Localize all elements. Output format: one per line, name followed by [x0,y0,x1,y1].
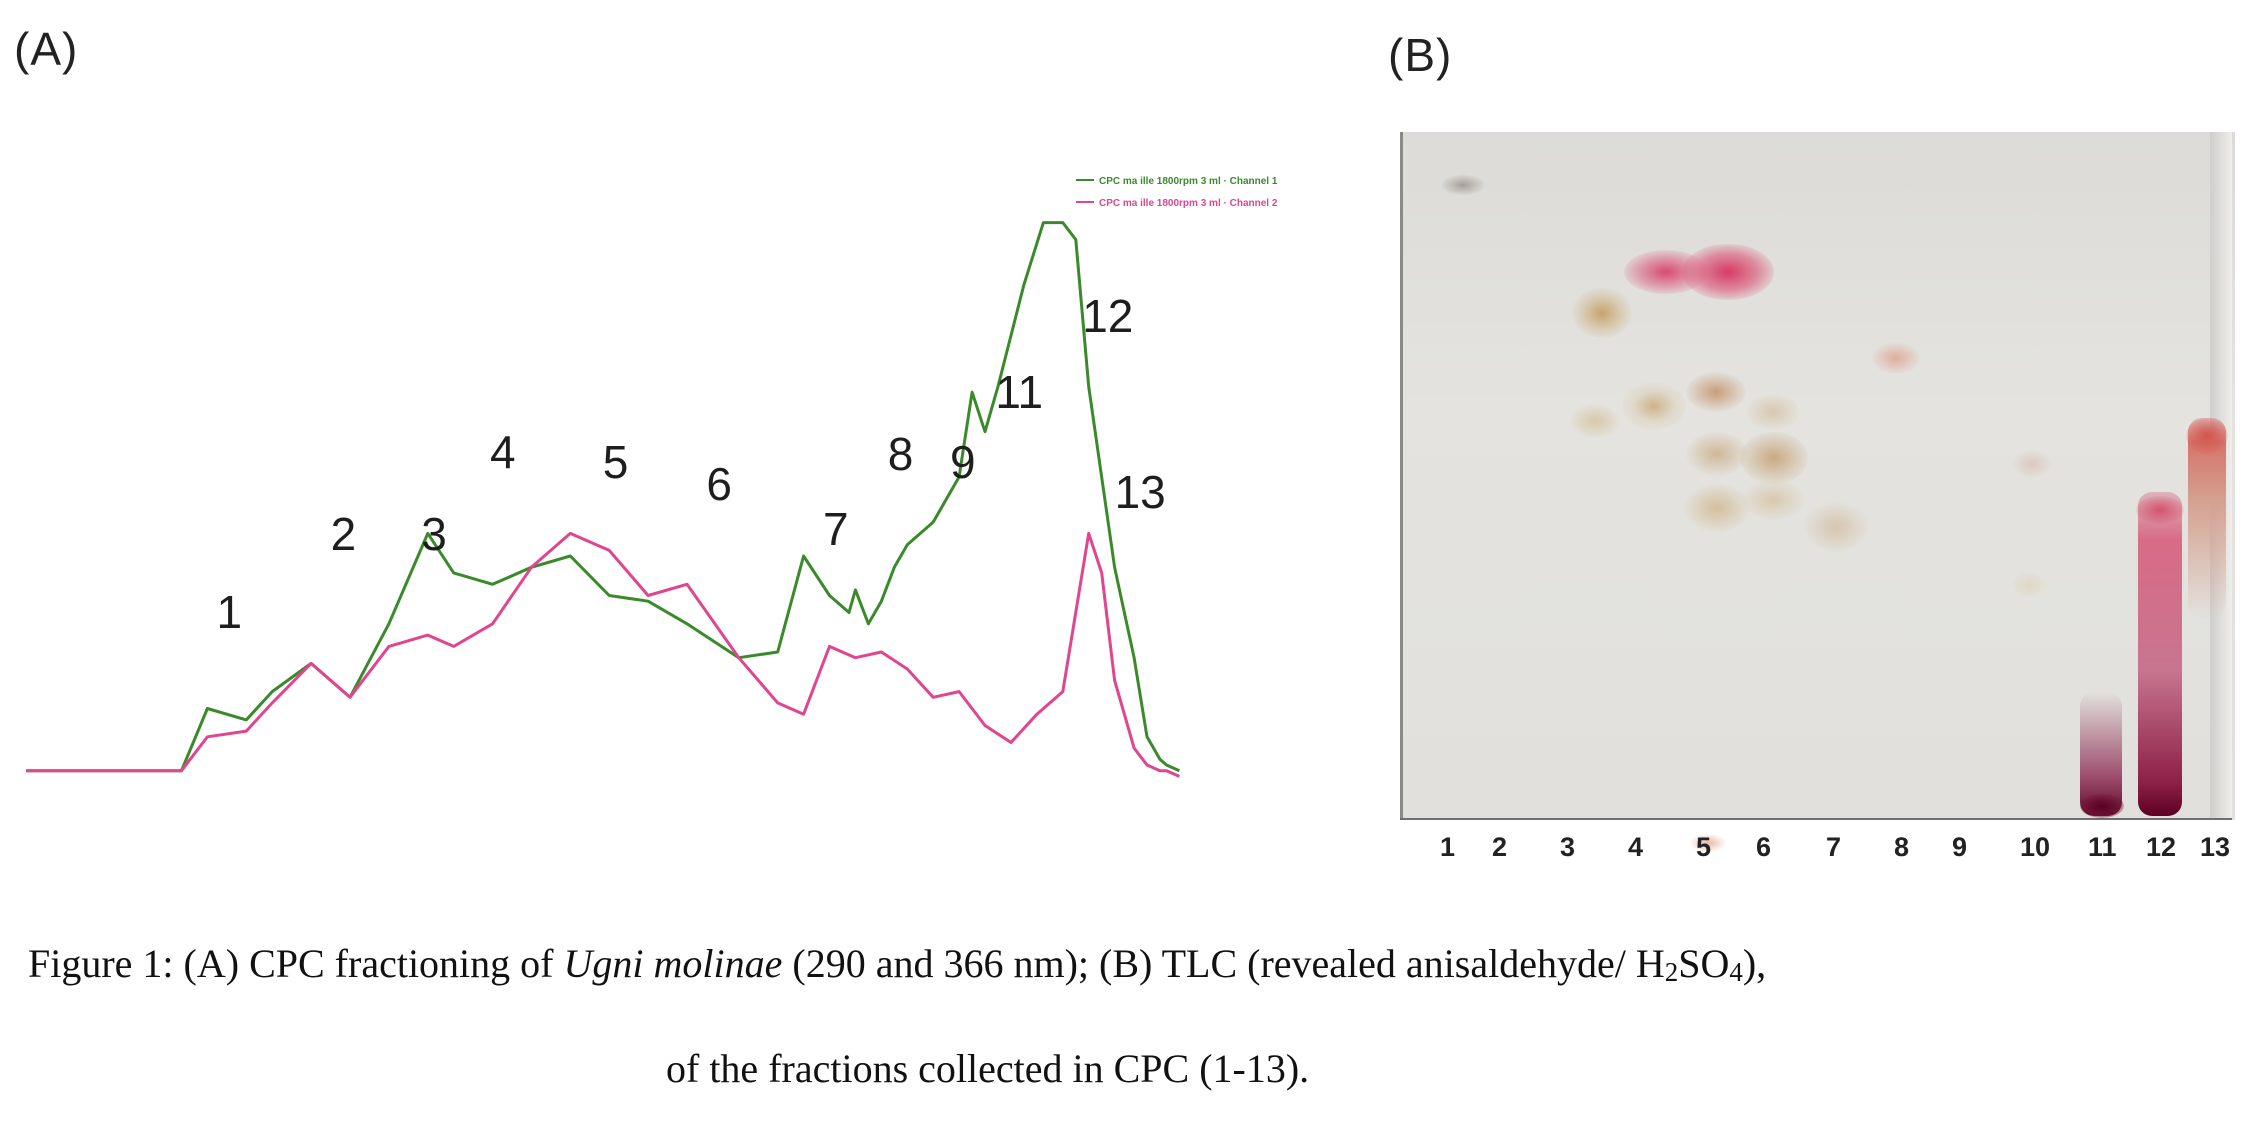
caption-subscript-4: 4 [1729,957,1743,987]
tlc-plate: 1 2 3 4 5 6 7 8 9 10 11 12 13 [1400,132,2235,872]
legend-entry-channel-1: CPC ma ille 1800rpm 3 ml · Channel 1 [1099,176,1278,187]
tlc-lane-number: 5 [1696,832,1712,862]
tlc-spot-lane6-c [1742,480,1804,520]
tlc-lane-number: 12 [2146,832,2177,862]
tlc-streak-lane12 [2138,492,2182,816]
tlc-spot-lane3-lower [1570,404,1620,438]
peak-label: 9 [950,436,976,488]
tlc-spot-lane5-top [1682,244,1774,300]
peak-label: 2 [331,508,357,560]
legend-entry-channel-2: CPC ma ille 1800rpm 3 ml · Channel 2 [1099,198,1278,209]
peak-label: 3 [421,508,447,560]
caption-so: SO [1678,941,1730,986]
tlc-lane-number: 10 [2020,832,2051,862]
tlc-spot-lane6-a [1746,394,1800,430]
peak-label: 4 [490,426,516,478]
tlc-spot-lane5-a [1686,372,1746,412]
panel-a-label: (A) [14,23,79,75]
caption-species: Ugni molinae [563,941,783,986]
tlc-lane-number: 6 [1756,832,1772,862]
tlc-lane-number: 2 [1492,832,1508,862]
caption-end: ), [1742,941,1767,986]
tlc-spot-lane4-mid [1622,382,1686,430]
series-line-channel-1 [26,221,1181,773]
tlc-baseline [1400,818,2232,820]
peak-label: 7 [823,503,849,555]
tlc-spot-lane1 [1440,174,1486,196]
tlc-spot-lane3-upper [1572,288,1632,338]
tlc-lane-number: 9 [1952,832,1968,862]
tlc-lane-number: 11 [2088,832,2117,862]
cpc-chromatogram: CPC ma ille 1800rpm 3 ml · Channel 1 CPC… [26,176,1278,778]
figure-caption-line-2: of the fractions collected in CPC (1-13)… [666,1046,1310,1091]
tlc-spot-lane11-base [2080,794,2124,818]
peak-label: 12 [1082,290,1133,342]
peak-label: 1 [217,586,243,638]
tlc-lane-number: 8 [1894,832,1910,862]
peak-label: 13 [1115,466,1166,518]
tlc-lane-number: 4 [1628,832,1644,862]
figure-caption-line-1: Figure 1: (A) CPC fractioning of Ugni mo… [28,940,1766,988]
tlc-spot-lane5-c [1684,484,1750,532]
tlc-spot-lane12-top [2136,496,2184,524]
tlc-lane-number: 1 [1440,832,1456,862]
panel-b-label: (B) [1388,29,1453,81]
series-line-channel-2 [26,531,1181,778]
peak-label: 5 [603,436,629,488]
tlc-spot-lane8 [1872,342,1920,374]
caption-prefix: Figure 1: (A) CPC fractioning of [28,941,564,986]
peak-label: 8 [888,428,914,480]
tlc-spot-lane10-b [2012,572,2046,598]
tlc-lane-number: 13 [2200,832,2231,862]
tlc-spot-lane5-b [1686,432,1748,476]
tlc-lane-number: 3 [1560,832,1576,862]
peak-label: 11 [995,366,1043,418]
tlc-spot-lane7 [1804,502,1868,552]
peak-label: 6 [706,458,732,510]
chart-legend: CPC ma ille 1800rpm 3 ml · Channel 1 CPC… [1076,176,1278,209]
caption-mid: (290 and 366 nm); (B) TLC (revealed anis… [782,941,1665,986]
tlc-spot-lane13-top [2186,418,2228,454]
tlc-lane-number: 7 [1826,832,1842,862]
tlc-spot-lane6-b [1740,432,1808,484]
tlc-spot-lane10-a [2012,450,2052,478]
caption-subscript-2: 2 [1664,957,1679,987]
tlc-spot-lane5-base [1690,834,1726,852]
